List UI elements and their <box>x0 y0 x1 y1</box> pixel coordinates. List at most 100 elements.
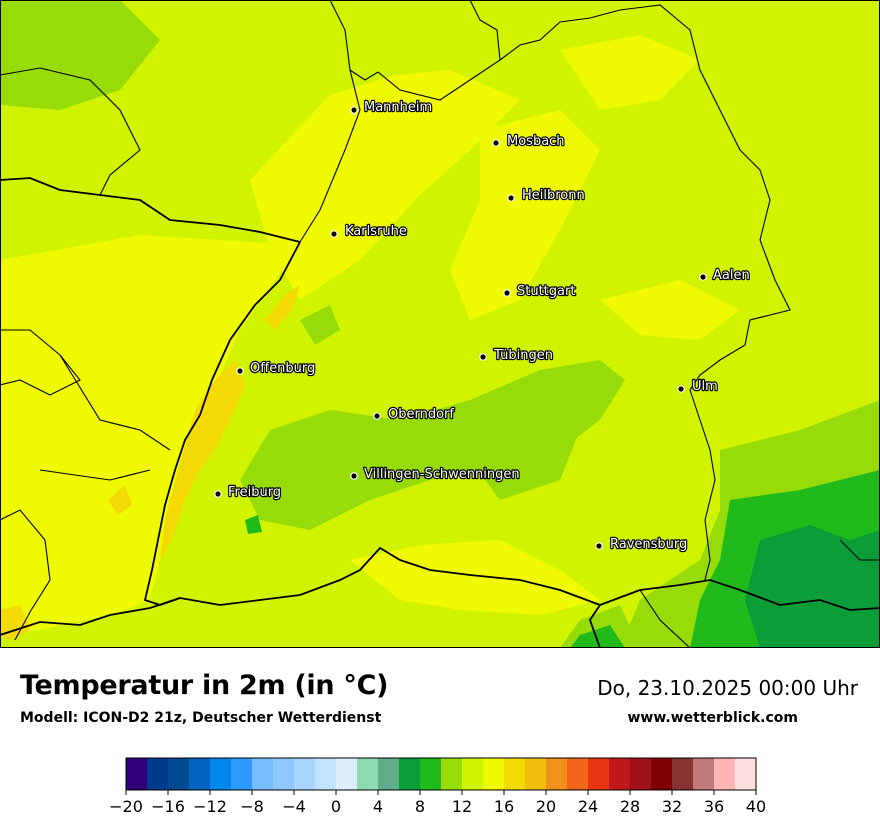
legend-swatch <box>735 758 757 790</box>
city-label: Mannheim <box>364 100 432 115</box>
legend-swatch <box>357 758 379 790</box>
temp-area-16 <box>560 35 700 110</box>
legend-swatch <box>294 758 316 790</box>
website-link[interactable]: www.wetterblick.com <box>627 710 799 726</box>
legend-tick-label: 36 <box>704 797 724 816</box>
temp-area-10 <box>245 515 262 534</box>
city-label: Stuttgart <box>517 284 575 299</box>
city-label: Heilbronn <box>522 188 585 203</box>
map-title: Temperatur in 2m (in °C) <box>20 670 389 701</box>
temp-area-16 <box>0 235 300 632</box>
legend-swatch <box>651 758 673 790</box>
temp-area-16 <box>250 70 520 300</box>
city-label: Freiburg <box>228 485 281 500</box>
city-freiburg: Freiburg <box>214 484 282 501</box>
legend-swatch <box>378 758 400 790</box>
legend-tick-label: −16 <box>151 797 185 816</box>
temp-area-18 <box>265 285 300 330</box>
legend-swatch <box>399 758 421 790</box>
legend-swatch <box>336 758 358 790</box>
legend-swatch <box>189 758 211 790</box>
legend-swatch <box>693 758 715 790</box>
legend-swatch <box>588 758 610 790</box>
legend-swatch <box>630 758 652 790</box>
temp-area-12 <box>0 0 160 110</box>
city-label: Ulm <box>692 379 718 394</box>
city-mannheim: Mannheim <box>350 99 433 116</box>
legend-tick-label: −12 <box>193 797 227 816</box>
temp-area-10 <box>570 625 625 648</box>
city-markers: Mannheim Mosbach Heilbronn Karlsruhe Stu… <box>214 99 751 553</box>
city-label: Offenburg <box>250 361 315 376</box>
legend-tick-label: 20 <box>536 797 556 816</box>
legend-tick-label: 8 <box>415 797 425 816</box>
city-label: Karlsruhe <box>345 224 407 239</box>
legend-tick-label: 0 <box>331 797 341 816</box>
city-oberndorf: Oberndorf <box>373 406 456 423</box>
legend-swatch <box>441 758 463 790</box>
legend-swatch <box>672 758 694 790</box>
city-villingen-schwenningen: Villingen-Schwenningen <box>350 466 521 483</box>
legend-swatch <box>273 758 295 790</box>
legend-tick-label: 4 <box>373 797 383 816</box>
legend-swatch <box>504 758 526 790</box>
temp-area-12 <box>470 430 580 500</box>
legend-swatch <box>462 758 484 790</box>
city-offenburg: Offenburg <box>236 360 316 377</box>
legend-swatch <box>546 758 568 790</box>
legend-swatch <box>315 758 337 790</box>
legend-swatch <box>147 758 169 790</box>
legend-tick-label: 12 <box>452 797 472 816</box>
legend-swatch <box>483 758 505 790</box>
city-heilbronn: Heilbronn <box>507 187 586 204</box>
legend-frame <box>125 757 757 791</box>
legend-swatch <box>231 758 253 790</box>
model-source: Modell: ICON-D2 21z, Deutscher Wetterdie… <box>20 710 382 726</box>
legend-swatch <box>252 758 274 790</box>
temp-area-12 <box>240 360 625 530</box>
city-ravensburg: Ravensburg <box>595 536 688 553</box>
legend-swatch <box>609 758 631 790</box>
legend-swatch <box>567 758 589 790</box>
temp-area-16 <box>600 280 740 340</box>
legend-swatches <box>126 758 757 790</box>
city-label: Tübingen <box>493 348 553 363</box>
temp-area-18 <box>108 485 132 515</box>
country-borders <box>0 177 880 648</box>
temp-area-18 <box>160 360 245 560</box>
temp-area-16 <box>350 540 600 615</box>
legend-tick-label: −20 <box>109 797 143 816</box>
city-label: Aalen <box>713 268 750 283</box>
temperature-map: Mannheim Mosbach Heilbronn Karlsruhe Stu… <box>0 0 880 648</box>
legend-tick-label: 40 <box>746 797 766 816</box>
city-ulm: Ulm <box>677 378 719 395</box>
forecast-datetime: Do, 23.10.2025 00:00 Uhr <box>597 676 858 700</box>
city-label: Oberndorf <box>388 407 454 422</box>
legend-swatch <box>126 758 148 790</box>
temp-area-8 <box>745 525 880 648</box>
legend-swatch <box>714 758 736 790</box>
legend-swatch <box>420 758 442 790</box>
city-mosbach: Mosbach <box>492 133 566 150</box>
state-borders <box>0 0 880 648</box>
city-label: Ravensburg <box>610 537 687 552</box>
city-label: Mosbach <box>507 134 565 149</box>
temp-area-16 <box>450 110 600 320</box>
legend-tick-label: 28 <box>620 797 640 816</box>
legend-tick-label: 16 <box>494 797 514 816</box>
legend-ticks: −20 −16 −12 −8 −4 0 4 8 12 16 20 24 28 32 36 40 <box>109 790 766 816</box>
temperature-legend: −20 −16 −12 −8 −4 0 4 8 12 16 20 24 28 32 36 40 <box>109 757 766 816</box>
legend-swatch <box>168 758 190 790</box>
legend-swatch <box>210 758 232 790</box>
city-karlsruhe: Karlsruhe <box>330 223 408 240</box>
temp-area-12 <box>300 305 340 345</box>
city-aalen: Aalen <box>699 267 751 284</box>
legend-tick-label: −8 <box>240 797 264 816</box>
city-tuebingen: Tübingen <box>479 347 554 364</box>
legend-swatch <box>525 758 547 790</box>
legend-tick-label: 32 <box>662 797 682 816</box>
city-stuttgart: Stuttgart <box>503 283 577 300</box>
temp-area-18 <box>0 605 30 640</box>
city-label: Villingen-Schwenningen <box>364 467 520 482</box>
legend-tick-label: −4 <box>282 797 306 816</box>
